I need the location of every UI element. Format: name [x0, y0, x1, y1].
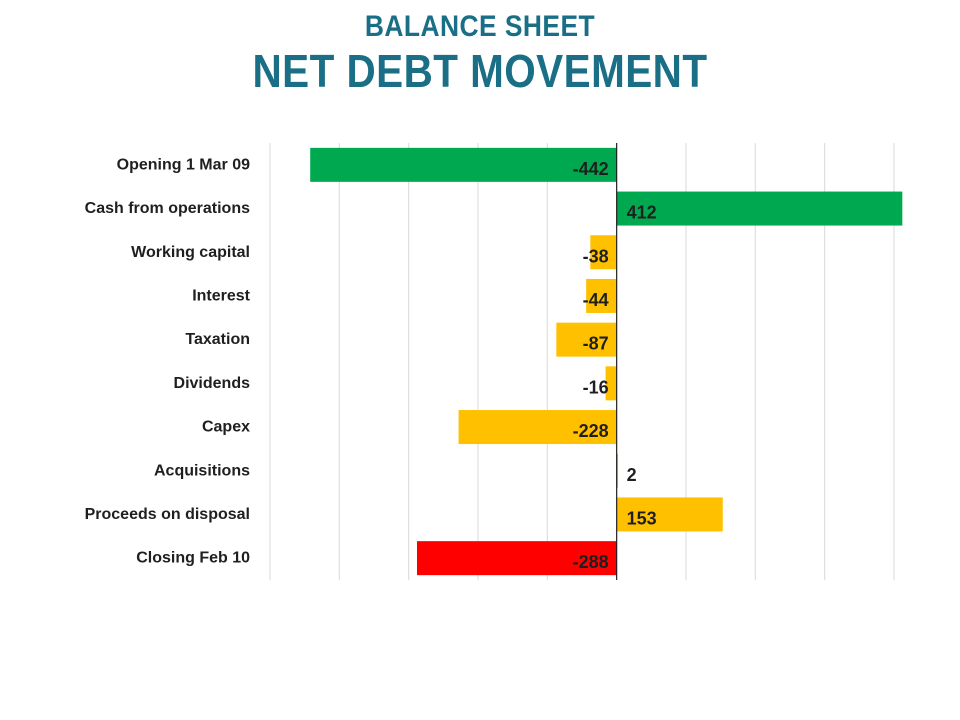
chart-subtitle: NET DEBT MOVEMENT — [252, 45, 708, 97]
data-label: -38 — [583, 246, 609, 266]
data-label: 2 — [627, 465, 637, 485]
bar — [310, 147, 617, 182]
category-label: Proceeds on disposal — [85, 506, 250, 523]
category-label: Interest — [192, 287, 250, 304]
category-label: Opening 1 Mar 09 — [117, 156, 250, 173]
data-label: 153 — [627, 508, 657, 528]
category-label: Closing Feb 10 — [136, 550, 250, 567]
chart-title: BALANCE SHEET — [364, 10, 596, 43]
bar — [458, 410, 617, 445]
data-label: 412 — [627, 203, 657, 223]
category-label: Acquisitions — [154, 462, 250, 479]
data-label: -442 — [573, 159, 609, 179]
data-label: -87 — [583, 334, 609, 354]
category-label: Dividends — [174, 375, 251, 392]
bar — [586, 278, 617, 313]
bar — [616, 497, 723, 532]
category-label: Working capital — [131, 244, 250, 261]
category-label: Cash from operations — [85, 200, 250, 217]
bar — [556, 322, 617, 357]
bar — [416, 541, 617, 576]
data-label: -44 — [583, 290, 609, 310]
category-label: Taxation — [185, 331, 250, 348]
bar — [616, 191, 903, 226]
bar — [605, 366, 617, 401]
bar — [590, 235, 617, 270]
category-label: Capex — [202, 419, 250, 436]
data-label: -228 — [573, 421, 609, 441]
data-label: -16 — [583, 377, 609, 397]
bar — [616, 453, 619, 488]
data-label: -288 — [573, 552, 609, 572]
title-block: BALANCE SHEET NET DEBT MOVEMENT — [0, 8, 960, 96]
